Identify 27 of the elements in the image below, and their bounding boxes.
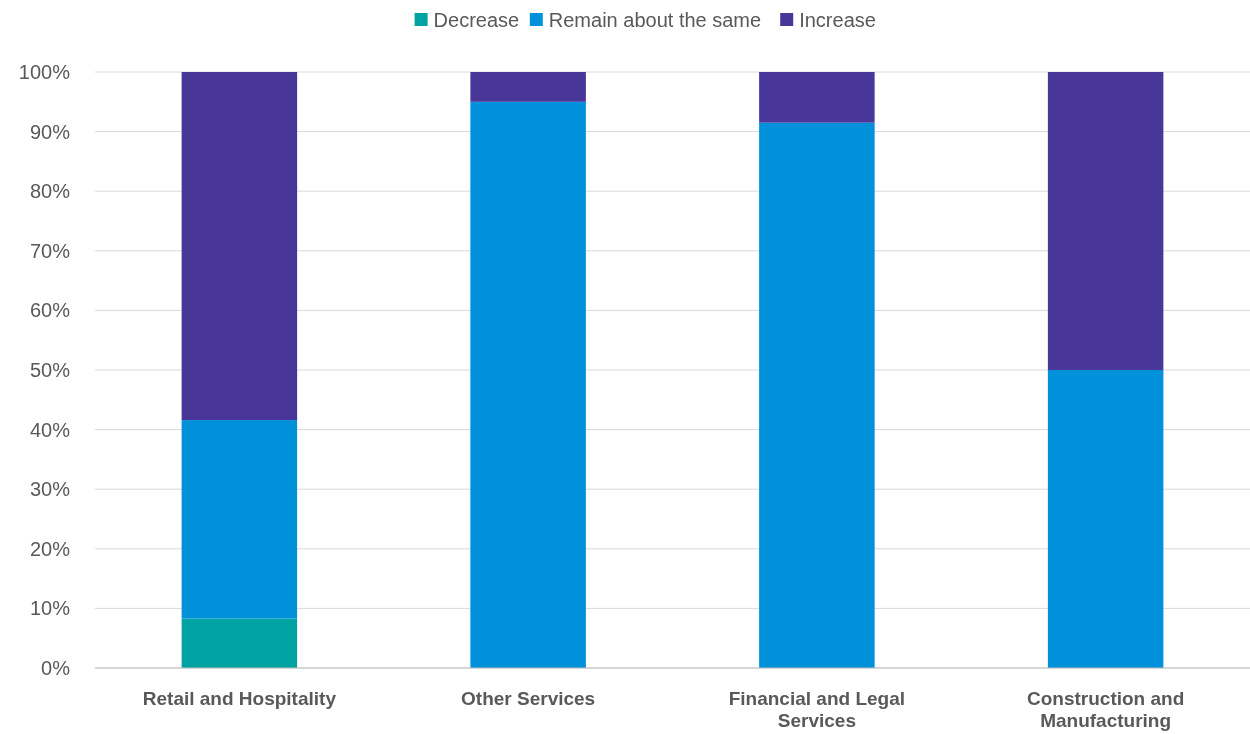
y-tick-label: 20% bbox=[29, 537, 71, 560]
bar bbox=[1047, 370, 1164, 668]
legend-label: Decrease bbox=[433, 9, 520, 31]
x-tick-label: Retail and Hospitality bbox=[142, 688, 337, 709]
x-tick-label: Other Services bbox=[461, 688, 596, 709]
y-tick-label: 0% bbox=[41, 657, 71, 679]
y-tick-label: 50% bbox=[29, 359, 71, 381]
bar bbox=[181, 618, 298, 668]
y-tick-label: 100% bbox=[18, 61, 71, 83]
legend-label: Increase bbox=[799, 9, 876, 31]
y-tick-label: 90% bbox=[29, 120, 71, 143]
bar bbox=[759, 72, 875, 123]
bar bbox=[181, 72, 298, 421]
y-tick-label: 40% bbox=[29, 418, 71, 441]
y-tick-label: 60% bbox=[29, 299, 71, 322]
x-tick-label: Financial and Legal Services bbox=[728, 688, 906, 731]
y-tick-label: 70% bbox=[29, 239, 71, 262]
bar bbox=[470, 101, 586, 668]
x-tick-label: Construction and Manufacturing bbox=[1026, 688, 1185, 731]
bar bbox=[470, 72, 586, 102]
bar bbox=[1047, 72, 1164, 370]
legend-label: Remain about the same bbox=[548, 9, 762, 31]
bar bbox=[181, 420, 298, 619]
y-tick-label: 80% bbox=[29, 180, 71, 203]
y-tick-label: 10% bbox=[29, 597, 71, 620]
y-tick-label: 30% bbox=[29, 478, 71, 501]
bar bbox=[759, 122, 875, 668]
